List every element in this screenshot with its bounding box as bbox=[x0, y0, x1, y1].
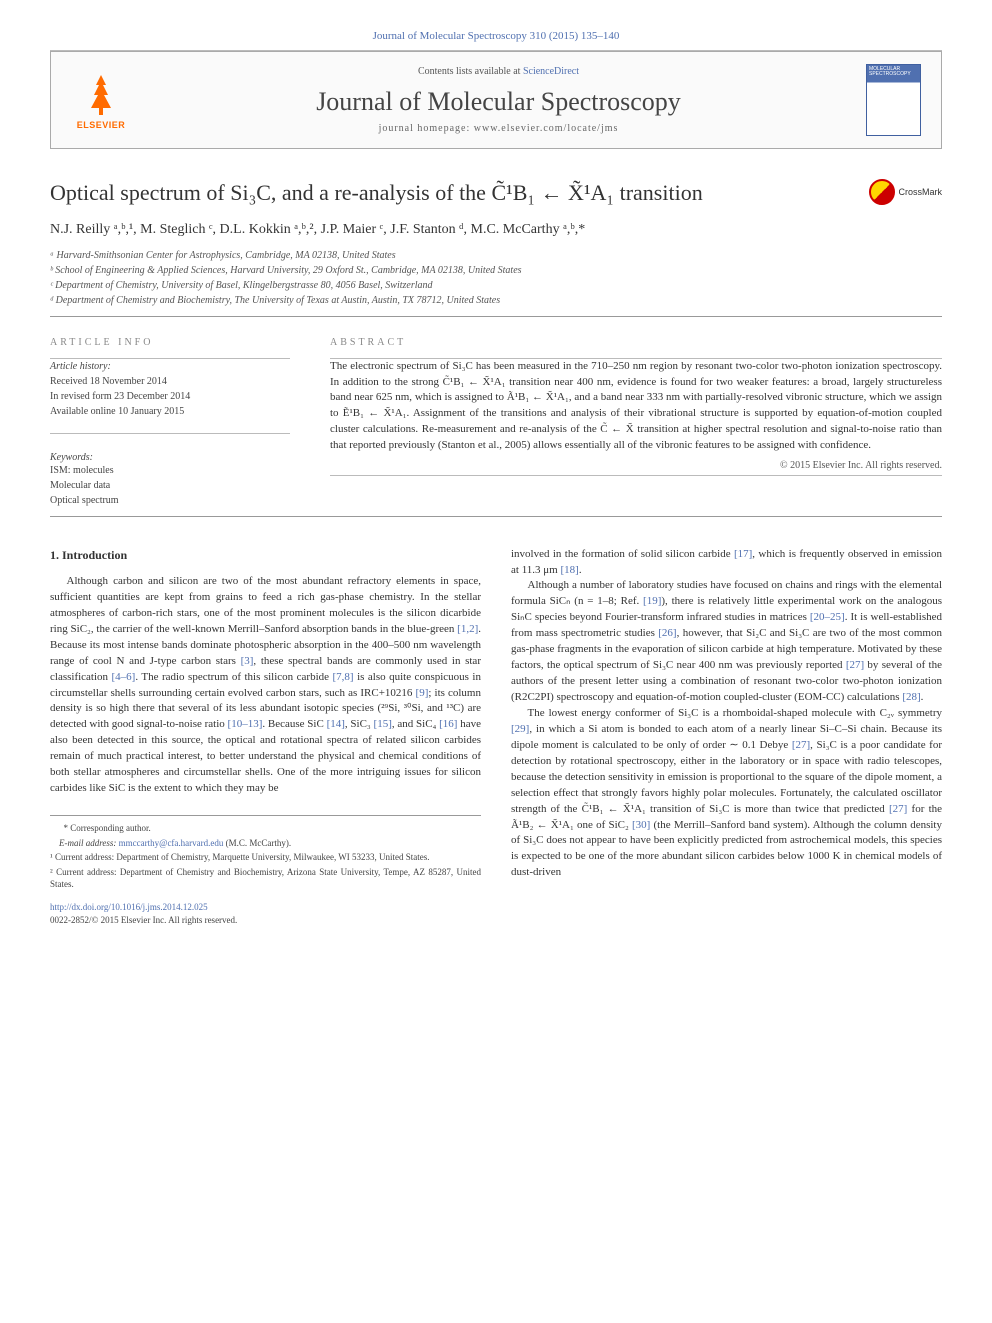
contents-line: Contents lists available at ScienceDirec… bbox=[151, 66, 846, 77]
doi-link[interactable]: http://dx.doi.org/10.1016/j.jms.2014.12.… bbox=[50, 902, 208, 912]
ref-link-9[interactable]: [9] bbox=[416, 687, 429, 699]
email-link[interactable]: mmccarthy@cfa.harvard.edu bbox=[119, 838, 224, 848]
divider-mid bbox=[50, 316, 942, 317]
ref-link-16[interactable]: [16] bbox=[439, 718, 457, 730]
issn-copyright: 0022-2852/© 2015 Elsevier Inc. All right… bbox=[50, 914, 481, 927]
intro-paragraph-1-cont: involved in the formation of solid silic… bbox=[511, 547, 942, 579]
abstract-label: ABSTRACT bbox=[330, 337, 942, 348]
left-column: 1. Introduction Although carbon and sili… bbox=[50, 547, 481, 927]
affiliation-c: ᶜ Department of Chemistry, University of… bbox=[50, 278, 942, 293]
author-list: N.J. Reilly ᵃ,ᵇ,¹, M. Steglich ᶜ, D.L. K… bbox=[50, 222, 942, 238]
affiliation-a: ᵃ Harvard-Smithsonian Center for Astroph… bbox=[50, 248, 942, 263]
ref-link-3[interactable]: [3] bbox=[241, 655, 254, 667]
doi-block: http://dx.doi.org/10.1016/j.jms.2014.12.… bbox=[50, 901, 481, 926]
received-date: Received 18 November 2014 bbox=[50, 374, 290, 389]
divider-body bbox=[50, 516, 942, 517]
affiliation-b: ᵇ School of Engineering & Applied Scienc… bbox=[50, 263, 942, 278]
ref-link-7-8[interactable]: [7,8] bbox=[333, 671, 354, 683]
elsevier-tree-icon bbox=[76, 70, 126, 120]
abstract-text: The electronic spectrum of Si₃C has been… bbox=[330, 359, 942, 455]
ref-link-27[interactable]: [27] bbox=[846, 659, 864, 671]
history-label: Article history: bbox=[50, 359, 290, 374]
article-title: Optical spectrum of Si₃C, and a re-analy… bbox=[50, 179, 859, 208]
ref-link-28[interactable]: [28] bbox=[902, 691, 920, 703]
homepage-line: journal homepage: www.elsevier.com/locat… bbox=[151, 123, 846, 134]
email-line: E-mail address: mmccarthy@cfa.harvard.ed… bbox=[50, 837, 481, 850]
ref-link-14[interactable]: [14] bbox=[327, 718, 345, 730]
ref-link-19[interactable]: [19] bbox=[643, 595, 661, 607]
crossmark-icon bbox=[869, 179, 895, 205]
intro-paragraph-2: Although a number of laboratory studies … bbox=[511, 578, 942, 706]
ref-link-27b[interactable]: [27] bbox=[792, 739, 810, 751]
journal-header: ELSEVIER Contents lists available at Sci… bbox=[50, 51, 942, 149]
keyword-1: ISM: molecules bbox=[50, 463, 290, 478]
abstract-copyright: © 2015 Elsevier Inc. All rights reserved… bbox=[330, 460, 942, 471]
article-info-label: ARTICLE INFO bbox=[50, 337, 290, 348]
top-citation: Journal of Molecular Spectroscopy 310 (2… bbox=[50, 30, 942, 42]
footnote-2: ² Current address: Department of Chemist… bbox=[50, 866, 481, 891]
crossmark-label: CrossMark bbox=[898, 187, 942, 197]
keywords-label: Keywords: bbox=[50, 452, 290, 463]
ref-link-10-13[interactable]: [10–13] bbox=[228, 718, 263, 730]
abstract-column: ABSTRACT The electronic spectrum of Si₃C… bbox=[330, 337, 942, 508]
ref-link-20-25[interactable]: [20–25] bbox=[810, 611, 845, 623]
ref-link-17[interactable]: [17] bbox=[734, 548, 752, 560]
corresponding-author: * Corresponding author. bbox=[50, 822, 481, 835]
article-info-column: ARTICLE INFO Article history: Received 1… bbox=[50, 337, 290, 508]
affiliation-d: ᵈ Department of Chemistry and Biochemist… bbox=[50, 293, 942, 308]
ref-link-29[interactable]: [29] bbox=[511, 723, 529, 735]
ref-link-1-2[interactable]: [1,2] bbox=[457, 623, 478, 635]
ref-link-4-6[interactable]: [4–6] bbox=[112, 671, 136, 683]
publisher-label: ELSEVIER bbox=[77, 120, 126, 130]
intro-paragraph-3: The lowest energy conformer of Si₃C is a… bbox=[511, 706, 942, 881]
right-column: involved in the formation of solid silic… bbox=[511, 547, 942, 927]
affiliations: ᵃ Harvard-Smithsonian Center for Astroph… bbox=[50, 248, 942, 308]
ref-link-30[interactable]: [30] bbox=[632, 819, 650, 831]
crossmark-badge[interactable]: CrossMark bbox=[869, 179, 942, 205]
sciencedirect-link[interactable]: ScienceDirect bbox=[523, 66, 579, 77]
footnotes: * Corresponding author. E-mail address: … bbox=[50, 815, 481, 891]
intro-paragraph-1: Although carbon and silicon are two of t… bbox=[50, 574, 481, 797]
keyword-3: Optical spectrum bbox=[50, 493, 290, 508]
journal-name: Journal of Molecular Spectroscopy bbox=[151, 87, 846, 117]
cover-title-text: MOLECULAR SPECTROSCOPY bbox=[867, 65, 920, 79]
keyword-2: Molecular data bbox=[50, 478, 290, 493]
online-date: Available online 10 January 2015 bbox=[50, 404, 290, 419]
elsevier-logo: ELSEVIER bbox=[71, 65, 131, 135]
ref-link-27c[interactable]: [27] bbox=[889, 803, 907, 815]
ref-link-26[interactable]: [26] bbox=[658, 627, 676, 639]
contents-prefix: Contents lists available at bbox=[418, 66, 523, 77]
footnote-1: ¹ Current address: Department of Chemist… bbox=[50, 851, 481, 864]
ref-link-18[interactable]: [18] bbox=[560, 564, 578, 576]
revised-date: In revised form 23 December 2014 bbox=[50, 389, 290, 404]
ref-link-15[interactable]: [15] bbox=[374, 718, 392, 730]
section-1-heading: 1. Introduction bbox=[50, 547, 481, 564]
journal-cover-thumbnail: MOLECULAR SPECTROSCOPY bbox=[866, 64, 921, 136]
